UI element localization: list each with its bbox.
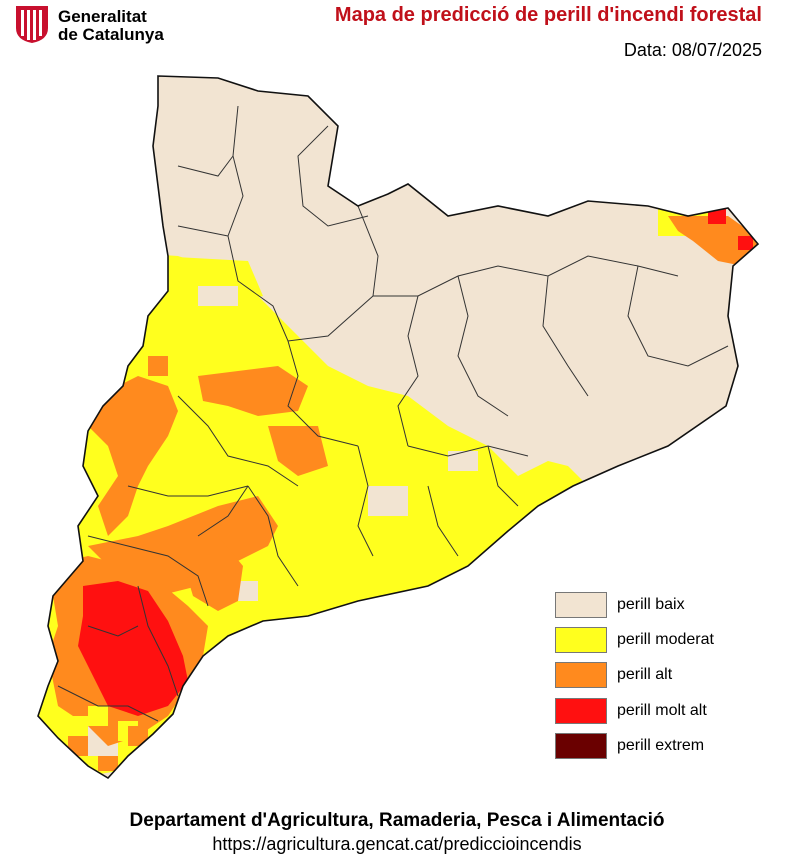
legend: perill baix perill moderat perill alt pe… [555,592,755,770]
legend-swatch-perill-moderat [555,627,607,653]
senyera-shield-icon [16,6,48,43]
map-title: Mapa de predicció de perill d'incendi fo… [334,4,762,26]
legend-label: perill alt [617,666,673,683]
footer-department: Departament d'Agricultura, Ramaderia, Pe… [129,810,665,831]
legend-swatch-perill-molt-alt [555,698,607,724]
logo-text-line1: Generalitat [58,7,147,26]
fire-danger-map [37,75,759,779]
legend-item-perill-alt: perill alt [555,662,755,690]
map-date: Data: 08/07/2025 [623,40,762,60]
legend-item-perill-molt-alt: perill molt alt [555,698,755,726]
legend-label: perill moderat [617,631,714,648]
legend-swatch-perill-alt [555,662,607,688]
comarca-borders [57,105,729,722]
legend-item-perill-moderat: perill moderat [555,627,755,655]
grid-cells-alt [68,356,168,771]
legend-label: perill baix [617,596,685,613]
legend-item-perill-extrem: perill extrem [555,733,755,761]
legend-item-perill-baix: perill baix [555,592,755,620]
legend-label: perill molt alt [617,702,707,719]
generalitat-logo: Generalitat de Catalunya [14,4,189,44]
legend-swatch-perill-baix [555,592,607,618]
legend-label: perill extrem [617,737,705,754]
footer-url-link[interactable]: https://agricultura.gencat.cat/prediccio… [212,834,582,854]
legend-swatch-perill-extrem [555,733,607,759]
logo-text-line2: de Catalunya [58,25,164,44]
